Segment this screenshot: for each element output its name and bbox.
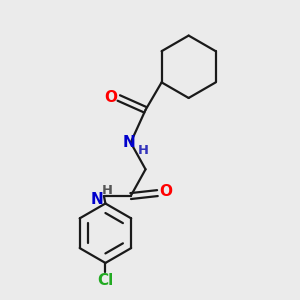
- Text: O: O: [104, 91, 117, 106]
- Text: H: H: [138, 143, 149, 157]
- Text: H: H: [101, 184, 112, 196]
- Text: O: O: [159, 184, 172, 199]
- Text: N: N: [123, 135, 136, 150]
- Text: Cl: Cl: [97, 273, 113, 288]
- Text: N: N: [91, 192, 104, 207]
